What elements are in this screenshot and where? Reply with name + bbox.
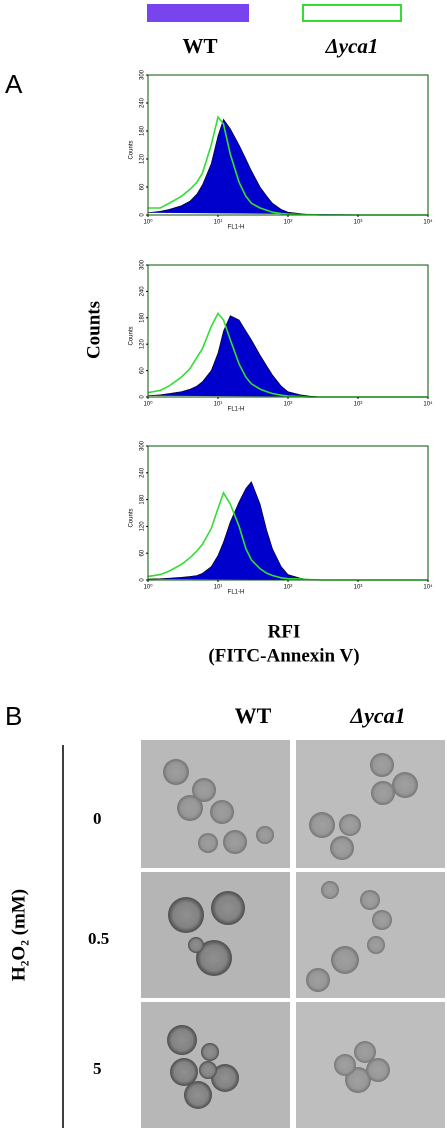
- line: [147, 491, 428, 581]
- micrograph: [141, 1002, 290, 1128]
- y-tick-label: 240: [140, 467, 146, 478]
- row-label: 0: [93, 809, 102, 828]
- cells-dark: [167, 891, 245, 1109]
- legend-swatch-wt: [147, 4, 249, 22]
- y-tick-label: 180: [140, 312, 146, 323]
- cells: [163, 753, 418, 1093]
- micrographs: [141, 740, 445, 1128]
- y-axis-label: Counts: [129, 140, 135, 159]
- x-axis-label: FL1-H: [228, 407, 245, 413]
- panel-label: A: [5, 69, 23, 99]
- y-tick-label: 180: [140, 494, 146, 505]
- x-tick-label: 10⁰: [143, 584, 153, 591]
- x-tick-label: 10³: [354, 220, 363, 226]
- histogram: 0 60 120 180 240 300 10⁰ 10¹ 10² 10³ 10⁴ FL1-H Count…: [129, 69, 433, 230]
- x-tick-label: 10¹: [214, 220, 223, 226]
- x-tick-label: 10²: [284, 585, 293, 591]
- x-tick-label: 10⁴: [423, 219, 433, 226]
- x-axis-sublabel: (FITC-Annexin V): [208, 645, 359, 666]
- row-label: 5: [93, 1059, 102, 1078]
- y-tick-label: 300: [140, 259, 146, 270]
- micrograph: [141, 872, 290, 998]
- y-tick-label: 240: [140, 286, 146, 297]
- y-tick-label: 0: [140, 395, 146, 399]
- x-tick-label: 10¹: [214, 402, 223, 408]
- y-tick-label: 300: [140, 440, 146, 451]
- area: [147, 481, 428, 581]
- line: [147, 311, 428, 398]
- x-tick-label: 10²: [284, 402, 293, 408]
- y-tick-label: 0: [140, 213, 146, 217]
- x-tick-label: 10⁰: [143, 401, 153, 408]
- x-tick-label: 10⁴: [423, 584, 433, 591]
- column-label: WT: [235, 703, 272, 728]
- x-tick-label: 10²: [284, 220, 293, 226]
- y-tick-label: 180: [140, 125, 146, 136]
- y-tick-label: 120: [140, 521, 146, 532]
- x-tick-label: 10¹: [214, 585, 223, 591]
- legend-label: Δyca1: [325, 34, 379, 58]
- y-tick-label: 120: [140, 339, 146, 350]
- x-tick-label: 10³: [354, 585, 363, 591]
- x-axis-label: FL1-H: [228, 590, 245, 596]
- panel-label: B: [5, 701, 22, 731]
- y-tick-label: 60: [140, 367, 146, 374]
- y-tick-label: 0: [140, 578, 146, 582]
- plot-frame: [147, 74, 429, 216]
- y-tick-label: 60: [140, 183, 146, 190]
- x-axis-label: RFI: [268, 621, 301, 642]
- y-tick-label: 120: [140, 153, 146, 164]
- x-tick-label: 10⁴: [423, 401, 433, 408]
- y-axis-label: Counts: [129, 508, 135, 527]
- y-tick-label: 240: [140, 97, 146, 108]
- legend-label: WT: [182, 34, 217, 58]
- row-label: 0.5: [88, 929, 109, 948]
- column-label: Δyca1: [349, 703, 405, 728]
- row-axis-label: H₂O₂ (mM): [8, 889, 29, 981]
- plot-frame: [147, 445, 429, 581]
- area: [147, 118, 428, 216]
- x-axis-label: FL1-H: [228, 225, 245, 231]
- histogram: 0 60 120 180 240 300 10⁰ 10¹ 10² 10³ 10⁴ FL1-H Count…: [129, 440, 433, 595]
- plot-frame: [147, 264, 429, 398]
- legend-swatch-yca1: [302, 4, 402, 22]
- x-tick-label: 10³: [354, 402, 363, 408]
- x-tick-label: 10⁰: [143, 219, 153, 226]
- y-axis-label: Counts: [129, 326, 135, 345]
- area: [147, 315, 428, 398]
- line: [148, 115, 428, 216]
- micrograph: [296, 740, 445, 868]
- y-axis-label: Counts: [83, 301, 104, 359]
- y-tick-label: 60: [140, 549, 146, 556]
- histogram: 0 60 120 180 240 300 10⁰ 10¹ 10² 10³ 10⁴ FL1-H Count…: [129, 259, 433, 412]
- y-tick-label: 300: [140, 69, 146, 80]
